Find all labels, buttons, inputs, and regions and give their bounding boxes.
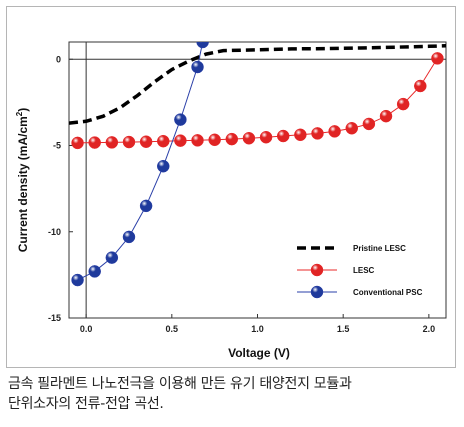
data-point-conventional-psc xyxy=(157,159,170,173)
data-point-conventional-psc xyxy=(191,60,204,74)
data-point-lesc xyxy=(208,133,221,147)
data-point-lesc xyxy=(259,130,273,144)
y-axis-label-suffix: ) xyxy=(16,108,30,112)
x-tick-label: 1.5 xyxy=(337,324,350,334)
data-point-conventional-psc xyxy=(196,42,209,49)
data-point-lesc xyxy=(396,97,410,111)
plot-area xyxy=(68,41,447,319)
data-point-lesc xyxy=(328,125,341,138)
data-point-lesc xyxy=(414,79,427,93)
data-point-lesc xyxy=(157,134,170,148)
x-tick-label: 1.0 xyxy=(251,324,264,334)
data-point-lesc xyxy=(225,132,239,146)
legend-label-lesc: LESC xyxy=(353,266,375,275)
data-point-lesc xyxy=(191,134,204,147)
data-point-lesc xyxy=(362,117,376,131)
data-point-lesc xyxy=(88,136,101,149)
y-axis-label-text: Current density (mA/cm xyxy=(16,116,30,252)
series-line-pristine-lesc xyxy=(69,44,446,125)
data-point-lesc xyxy=(105,136,119,149)
chart-frame: 0.0 0.5 1.0 1.5 2.0 0 -5 -10 -15 Voltage (V) Cur… xyxy=(6,6,456,368)
y-axis-label: Current density (mA/cm2) xyxy=(15,108,30,252)
y-tick-label: -15 xyxy=(48,313,61,323)
legend: Pristine LESC LESC Conventional PSC xyxy=(297,244,423,299)
figure-caption: 금속 필라멘트 나노전극을 이용해 만든 유기 태양전지 모듈과 단위소자의 전… xyxy=(8,374,458,414)
chart-svg: 0.0 0.5 1.0 1.5 2.0 0 -5 -10 -15 Voltage (V) Cur… xyxy=(15,41,447,360)
x-tick-label: 2.0 xyxy=(423,324,436,334)
data-point-conventional-psc xyxy=(105,251,119,264)
legend-label-conventional-psc: Conventional PSC xyxy=(353,288,423,297)
data-point-lesc xyxy=(311,127,324,140)
legend-marker-conventional-psc xyxy=(310,285,324,299)
x-tick-label: 0.0 xyxy=(80,324,93,334)
legend-label-pristine-lesc: Pristine LESC xyxy=(353,244,406,253)
x-tick-label: 0.5 xyxy=(166,324,179,334)
y-tick-label: 0 xyxy=(56,54,61,64)
data-point-lesc xyxy=(431,52,444,65)
data-point-lesc xyxy=(139,135,153,148)
data-point-conventional-psc xyxy=(88,265,101,278)
data-point-conventional-psc xyxy=(174,113,187,126)
data-point-lesc xyxy=(276,129,290,143)
y-tick-label: -10 xyxy=(48,227,61,237)
caption-line-2: 단위소자의 전류-전압 곡선. xyxy=(8,396,164,412)
x-axis-label: Voltage (V) xyxy=(228,346,290,360)
data-point-lesc xyxy=(122,135,136,149)
data-point-lesc xyxy=(242,132,256,145)
data-point-lesc xyxy=(174,134,187,147)
legend-marker-lesc xyxy=(310,263,324,277)
series-line-lesc xyxy=(77,58,438,144)
data-point-lesc xyxy=(71,136,84,150)
y-axis-label-superscript: 2 xyxy=(15,111,24,116)
data-point-lesc xyxy=(294,128,307,142)
data-point-conventional-psc xyxy=(139,199,153,213)
caption-line-1: 금속 필라멘트 나노전극을 이용해 만든 유기 태양전지 모듈과 xyxy=(8,376,352,392)
data-point-conventional-psc xyxy=(122,230,136,244)
data-point-lesc xyxy=(379,109,393,123)
data-point-lesc xyxy=(345,122,358,135)
y-tick-label: -5 xyxy=(53,141,61,151)
data-point-conventional-psc xyxy=(71,273,84,287)
